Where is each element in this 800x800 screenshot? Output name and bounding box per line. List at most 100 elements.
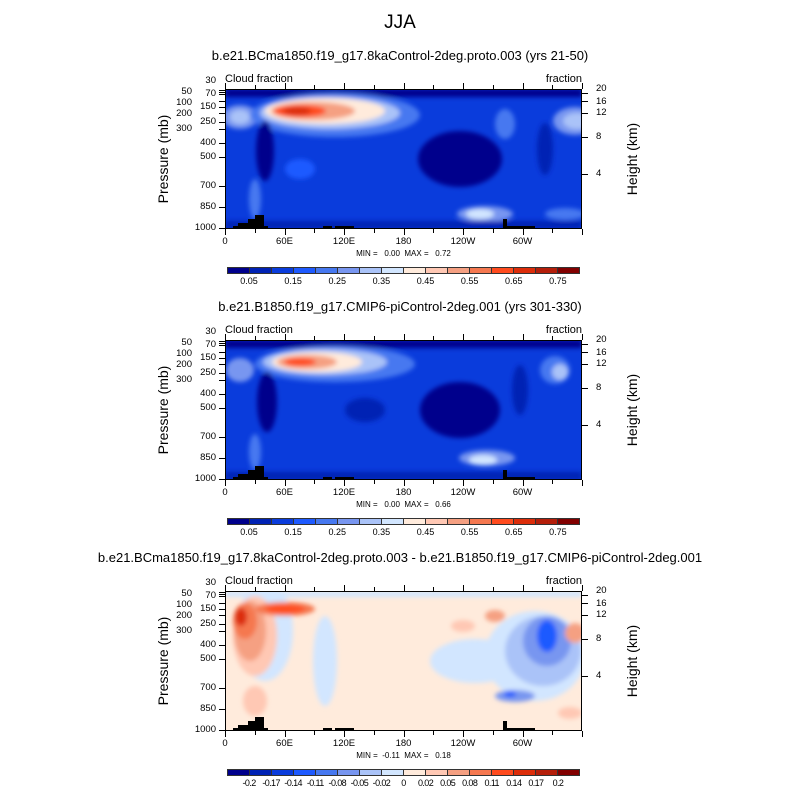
colorbar-swatch: [360, 268, 382, 273]
x-tick-mark: [433, 480, 434, 484]
y-tick-label: 70: [205, 88, 216, 99]
y-tick-mark: [219, 345, 225, 346]
contour-region: [469, 455, 497, 465]
y-tick-label: 1000: [194, 473, 216, 484]
x-tick-mark: [314, 85, 315, 89]
terrain-mask: [238, 725, 248, 731]
y-tick-mark: [219, 341, 225, 342]
x-tick-mark: [285, 731, 286, 737]
y-tick-mark: [219, 186, 225, 187]
terrain-mask: [264, 477, 268, 480]
x-tick-mark: [314, 731, 315, 735]
colorbar-swatch: [250, 268, 272, 273]
colorbar-swatch: [294, 268, 316, 273]
x-tick-mark: [255, 731, 256, 735]
y-tick-label: 30: [205, 577, 216, 588]
y-tick-label: 1000: [194, 222, 216, 233]
y-tick-mark: [219, 122, 225, 123]
height-tick-mark: [582, 137, 588, 138]
y-tick-label: 250: [200, 618, 216, 629]
x-tick-mark: [225, 334, 226, 340]
x-tick-mark: [552, 731, 553, 735]
colorbar-swatch: [338, 268, 360, 273]
x-tick-label: 120W: [450, 236, 476, 247]
colorbar-swatch: [448, 770, 470, 775]
colorbar-label: 0: [401, 778, 406, 788]
y-tick-label: 400: [200, 639, 216, 650]
contour-region: [504, 691, 516, 697]
contour-region: [225, 89, 582, 97]
colorbar-swatch: [404, 519, 426, 524]
x-tick-label: 120E: [332, 738, 356, 749]
y-tick-label: 300: [176, 374, 192, 385]
x-tick-mark: [463, 83, 464, 89]
x-tick-mark: [225, 229, 226, 235]
y-tick-label: 400: [200, 137, 216, 148]
y-tick-mark: [219, 615, 225, 616]
colorbar-swatch: [250, 770, 272, 775]
height-tick-mark: [582, 425, 588, 426]
colorbar-label: 0.45: [416, 527, 435, 537]
colorbar-label: 0.25: [328, 527, 347, 537]
terrain-mask: [323, 226, 332, 229]
panel-1-contour-field: [225, 89, 582, 229]
y-tick-mark: [219, 624, 225, 625]
contour-region: [565, 623, 582, 643]
y-tick-mark: [219, 364, 225, 365]
x-tick-mark: [374, 336, 375, 340]
x-tick-mark: [433, 587, 434, 591]
terrain-mask: [248, 721, 255, 731]
contour-region: [545, 208, 582, 220]
panel-3-right-label: fraction: [545, 575, 582, 587]
colorbar-swatch: [360, 770, 382, 775]
x-tick-mark: [493, 480, 494, 484]
x-tick-mark: [314, 587, 315, 591]
x-tick-mark: [523, 334, 524, 340]
y-tick-label: 850: [200, 201, 216, 212]
x-tick-mark: [255, 85, 256, 89]
terrain-mask: [255, 717, 264, 731]
colorbar-swatch: [316, 770, 338, 775]
colorbar-label: -0.14: [284, 778, 302, 788]
y-tick-mark: [219, 592, 225, 593]
colorbar-swatch: [492, 770, 514, 775]
colorbar-swatch: [382, 268, 404, 273]
y-tick-mark: [219, 609, 225, 610]
y-tick-mark: [219, 594, 225, 595]
y-tick-label: 150: [200, 101, 216, 112]
y-tick-mark: [219, 113, 225, 114]
y-tick-mark: [219, 394, 225, 395]
colorbar-swatch: [360, 519, 382, 524]
terrain-mask: [507, 728, 535, 731]
colorbar-label: 0.05: [240, 527, 258, 537]
y-tick-label: 850: [200, 452, 216, 463]
height-tick-mark: [582, 595, 588, 596]
height-tick-mark: [582, 352, 588, 353]
x-tick-mark: [433, 85, 434, 89]
terrain-mask: [503, 470, 507, 480]
terrain-mask: [238, 223, 248, 229]
panel-1-colorbar: [227, 267, 580, 274]
contour-region: [563, 113, 582, 129]
terrain-mask: [233, 226, 238, 229]
x-tick-mark: [493, 85, 494, 89]
contour-region: [451, 620, 475, 632]
contour-region: [558, 707, 582, 719]
y-tick-mark: [219, 631, 225, 632]
colorbar-swatch: [294, 519, 316, 524]
x-tick-mark: [404, 585, 405, 591]
y-tick-label: 300: [176, 123, 192, 134]
colorbar-label: 0.65: [505, 276, 523, 286]
colorbar-swatch: [448, 268, 470, 273]
contour-region: [226, 358, 254, 382]
y-tick-label: 250: [200, 116, 216, 127]
x-tick-label: 60E: [276, 236, 293, 247]
y-tick-label: 150: [200, 603, 216, 614]
x-tick-mark: [374, 85, 375, 89]
x-tick-mark: [344, 229, 345, 235]
x-tick-mark: [523, 731, 524, 737]
colorbar-swatch: [272, 268, 294, 273]
colorbar-label: -0.08: [328, 778, 347, 788]
x-tick-mark: [314, 229, 315, 233]
x-tick-label: 180: [395, 487, 412, 498]
